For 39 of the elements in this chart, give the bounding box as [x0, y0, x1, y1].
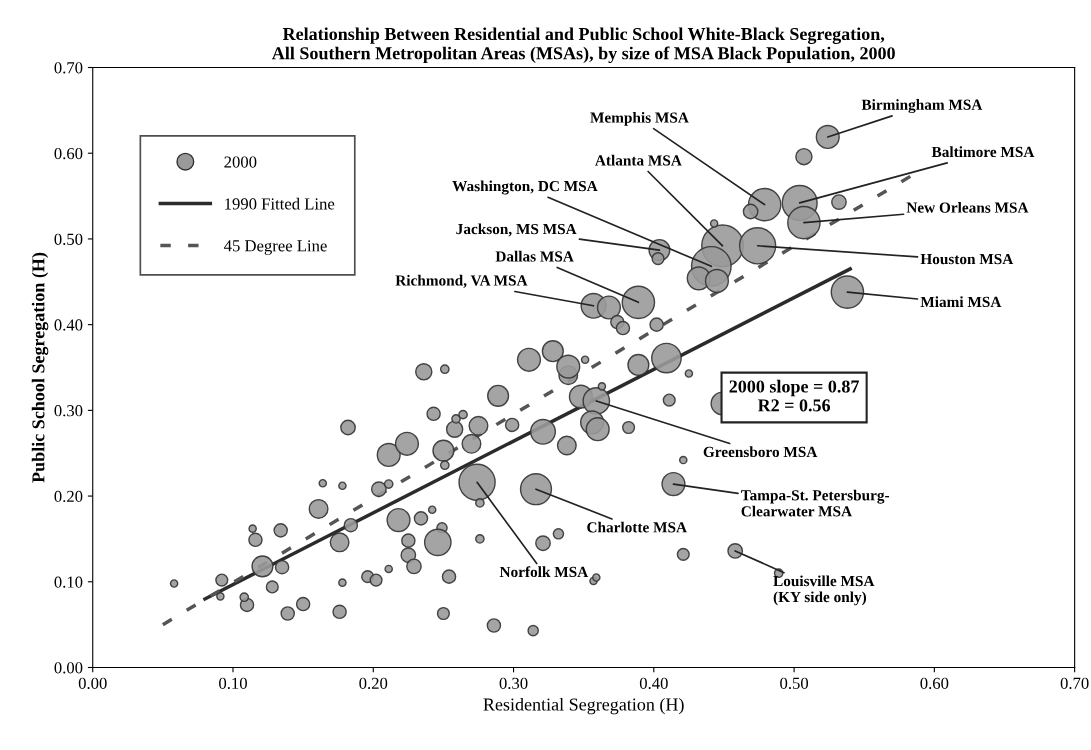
annotation: Tampa-St. Petersburg- Clearwater MSA [741, 489, 890, 517]
annotation: Baltimore MSA [931, 146, 1035, 158]
annotation: Houston MSA [920, 253, 1014, 265]
annotation: Louisville MSA (KY side only) [773, 575, 875, 606]
y-tick-label: 0.00 [54, 662, 83, 674]
annotation: Jackson, MS MSA [456, 223, 577, 237]
y-tick-label: 0.70 [54, 62, 83, 74]
y-tick-label: 0.40 [54, 319, 83, 331]
annotation: Dallas MSA [495, 250, 574, 262]
annotation: Charlotte MSA [587, 521, 687, 533]
x-axis-title: Residential Segregation (H) [483, 697, 684, 715]
x-tick-label: 0.20 [359, 677, 388, 690]
annotation: Birmingham MSA [861, 99, 983, 114]
y-tick-label: 0.60 [54, 147, 83, 160]
annotation: New Orleans MSA [906, 202, 1029, 213]
y-tick-label: 0.30 [54, 405, 83, 417]
annotation: Norfolk MSA [499, 566, 589, 578]
annotation: Memphis MSA [590, 112, 689, 126]
x-tick-label: 0.50 [780, 677, 809, 690]
annotation: Greensboro MSA [703, 446, 818, 458]
annotation: Washington, DC MSA [452, 180, 598, 195]
y-tick-label: 0.10 [54, 576, 83, 588]
legend-label: 1990 Fitted Line [225, 197, 335, 210]
x-tick-label: 0.10 [219, 677, 247, 690]
y-axis-title: Public School Segregation (H) [31, 252, 49, 483]
y-tick-label: 0.20 [54, 490, 83, 503]
x-tick-label: 0.70 [1060, 677, 1089, 690]
annotation: 2000 slope = 0.87 R2 = 0.56 [729, 379, 859, 412]
legend-label: 45 Degree Line [224, 240, 327, 255]
legend-label: 2000 [224, 156, 257, 168]
y-tick-label: 0.50 [54, 233, 83, 245]
annotation: Atlanta MSA [595, 154, 682, 166]
x-tick-label: 0.30 [499, 677, 528, 690]
chart-title: Relationship Between Residential and Public School White-Black Segregation, All Southern Metropolitan Areas (MSAs), by size of MSA Black Population, 2000 [271, 27, 895, 64]
x-tick-label: 0.00 [78, 677, 107, 690]
annotation: Richmond, VA MSA [395, 274, 528, 288]
x-tick-label: 0.60 [920, 677, 949, 690]
annotation: Miami MSA [920, 296, 1002, 308]
x-tick-label: 0.40 [639, 677, 668, 690]
